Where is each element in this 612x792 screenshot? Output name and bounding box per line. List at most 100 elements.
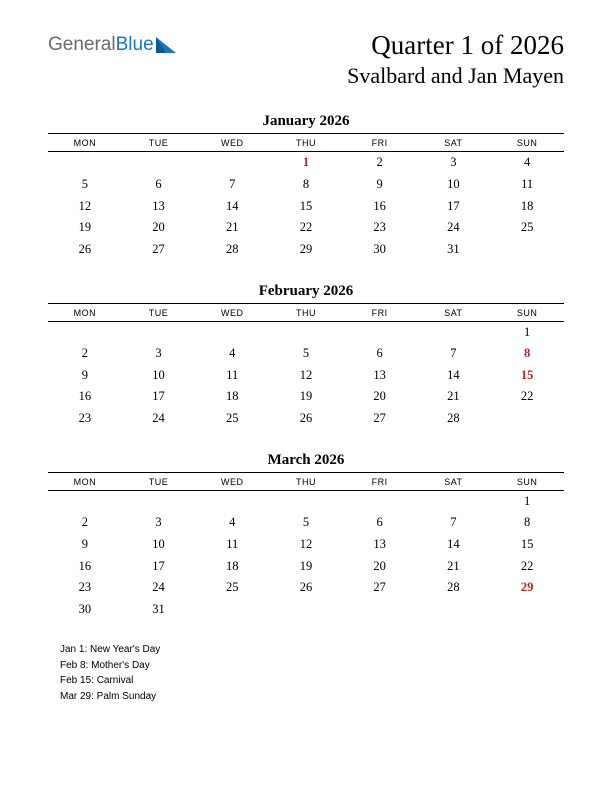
calendar-week-row: 1	[48, 321, 564, 343]
calendar-day-cell: 25	[490, 217, 564, 239]
weekday-header: FRI	[343, 303, 417, 321]
calendar-day-cell: 3	[122, 512, 196, 534]
calendar-day-cell: 27	[122, 239, 196, 261]
calendar-day-cell: 26	[269, 577, 343, 599]
weekday-header: SUN	[490, 303, 564, 321]
calendar-day-cell	[48, 321, 122, 343]
calendar-day-cell	[269, 490, 343, 512]
calendar-day-cell: 31	[417, 239, 491, 261]
calendar-day-cell	[122, 152, 196, 174]
calendar-day-cell: 10	[417, 174, 491, 196]
calendar-day-cell	[122, 490, 196, 512]
page-subtitle: Svalbard and Jan Mayen	[347, 63, 564, 89]
calendar-day-cell: 24	[122, 408, 196, 430]
logo-triangle-icon	[156, 37, 176, 53]
weekday-header: TUE	[122, 303, 196, 321]
calendar-day-cell: 27	[343, 577, 417, 599]
calendar-day-cell: 26	[48, 239, 122, 261]
calendar-day-cell: 5	[269, 343, 343, 365]
weekday-header: SAT	[417, 472, 491, 490]
calendar-day-cell: 20	[343, 556, 417, 578]
calendar-day-cell	[490, 599, 564, 621]
holiday-item: Mar 29: Palm Sunday	[60, 689, 564, 705]
calendar-day-cell: 2	[48, 343, 122, 365]
calendar-day-cell: 5	[48, 174, 122, 196]
calendar-day-cell: 28	[417, 577, 491, 599]
calendar-day-cell: 30	[48, 599, 122, 621]
calendar-day-cell: 7	[417, 512, 491, 534]
calendar-day-cell: 27	[343, 408, 417, 430]
weekday-header: MON	[48, 134, 122, 152]
calendar-day-cell: 28	[417, 408, 491, 430]
calendar-day-cell: 23	[343, 217, 417, 239]
calendar-day-cell: 19	[269, 556, 343, 578]
calendar-day-cell: 16	[343, 196, 417, 218]
calendar-day-cell	[490, 239, 564, 261]
weekday-header: THU	[269, 303, 343, 321]
calendar-day-cell: 14	[195, 196, 269, 218]
calendar-day-cell	[417, 321, 491, 343]
calendar-day-cell: 14	[417, 534, 491, 556]
calendar-day-cell: 24	[122, 577, 196, 599]
calendar-day-cell: 8	[490, 343, 564, 365]
calendar-day-cell: 19	[48, 217, 122, 239]
weekday-header: TUE	[122, 134, 196, 152]
calendar-week-row: 232425262728	[48, 408, 564, 430]
calendar-week-row: 23242526272829	[48, 577, 564, 599]
calendar-month: March 2026MONTUEWEDTHUFRISATSUN 12345678…	[48, 452, 564, 621]
calendar-day-cell: 2	[343, 152, 417, 174]
calendar-day-cell: 9	[343, 174, 417, 196]
weekday-header: SAT	[417, 303, 491, 321]
calendar-day-cell: 18	[490, 196, 564, 218]
month-title: January 2026	[48, 113, 564, 130]
calendar-day-cell: 21	[417, 386, 491, 408]
calendar-day-cell: 12	[269, 534, 343, 556]
calendar-day-cell: 23	[48, 408, 122, 430]
calendar-day-cell: 22	[269, 217, 343, 239]
weekday-header: THU	[269, 134, 343, 152]
logo-word-1: General	[48, 34, 116, 56]
calendar-day-cell	[343, 599, 417, 621]
calendar-week-row: 567891011	[48, 174, 564, 196]
weekday-header: SUN	[490, 472, 564, 490]
calendar-day-cell: 30	[343, 239, 417, 261]
calendar-day-cell: 19	[269, 386, 343, 408]
calendar-day-cell: 16	[48, 386, 122, 408]
calendar-day-cell: 21	[195, 217, 269, 239]
calendar-month: February 2026MONTUEWEDTHUFRISATSUN 12345…	[48, 283, 564, 430]
calendar-table: MONTUEWEDTHUFRISATSUN 123456789101112131…	[48, 133, 564, 260]
calendar-day-cell: 15	[490, 365, 564, 387]
calendar-day-cell: 4	[195, 512, 269, 534]
calendar-week-row: 2345678	[48, 512, 564, 534]
holiday-item: Feb 8: Mother's Day	[60, 658, 564, 674]
calendar-day-cell	[269, 321, 343, 343]
calendar-day-cell	[122, 321, 196, 343]
calendar-day-cell: 13	[343, 365, 417, 387]
calendar-day-cell: 24	[417, 217, 491, 239]
calendar-day-cell: 7	[417, 343, 491, 365]
calendar-day-cell: 14	[417, 365, 491, 387]
calendar-day-cell: 10	[122, 534, 196, 556]
calendar-day-cell: 9	[48, 365, 122, 387]
calendar-week-row: 9101112131415	[48, 365, 564, 387]
calendar-week-row: 1	[48, 490, 564, 512]
calendar-day-cell: 13	[343, 534, 417, 556]
calendar-day-cell	[195, 152, 269, 174]
calendar-week-row: 19202122232425	[48, 217, 564, 239]
calendar-day-cell: 10	[122, 365, 196, 387]
calendar-day-cell: 17	[122, 386, 196, 408]
calendar-day-cell: 6	[343, 512, 417, 534]
weekday-header: FRI	[343, 134, 417, 152]
calendar-day-cell: 8	[269, 174, 343, 196]
calendar-day-cell: 15	[490, 534, 564, 556]
calendar-table: MONTUEWEDTHUFRISATSUN 123456789101112131…	[48, 303, 564, 430]
calendar-day-cell: 29	[490, 577, 564, 599]
calendar-day-cell: 1	[269, 152, 343, 174]
calendar-day-cell: 17	[417, 196, 491, 218]
calendar-week-row: 3031	[48, 599, 564, 621]
calendar-day-cell: 4	[195, 343, 269, 365]
calendar-week-row: 1234	[48, 152, 564, 174]
holiday-item: Jan 1: New Year's Day	[60, 642, 564, 658]
calendar-month: January 2026MONTUEWEDTHUFRISATSUN 123456…	[48, 113, 564, 260]
weekday-header: MON	[48, 472, 122, 490]
